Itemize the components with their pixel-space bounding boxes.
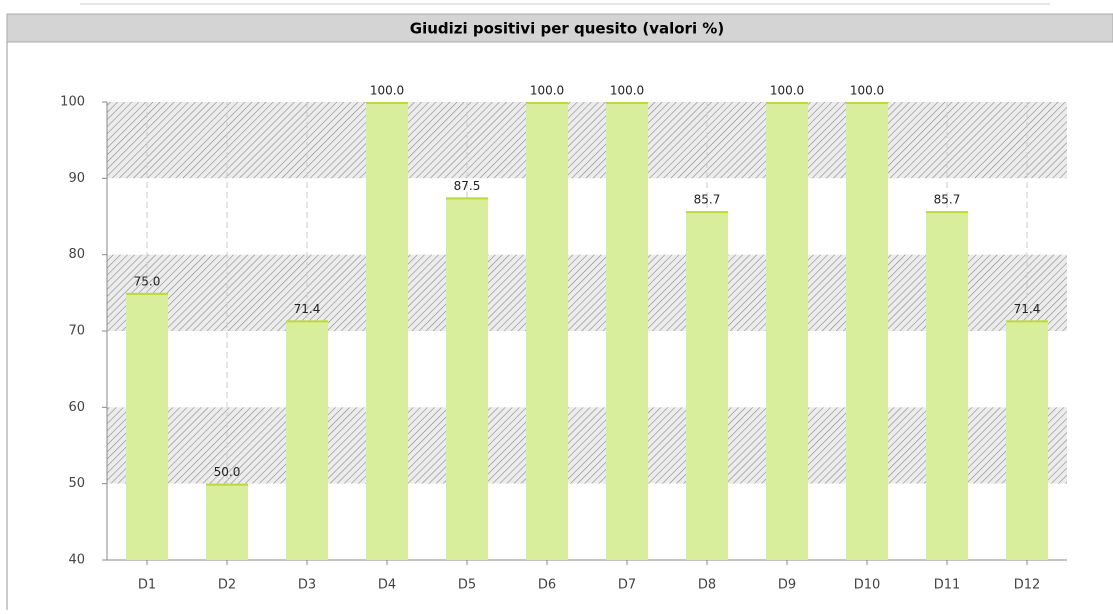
value-label: 87.5	[454, 179, 481, 193]
bar	[206, 483, 248, 560]
x-tick-label: D5	[458, 578, 476, 593]
header-bar	[6, 13, 1113, 43]
bands	[107, 102, 1067, 560]
value-label: 50.0	[214, 465, 241, 479]
x-tick-label: D9	[778, 578, 796, 593]
bar	[926, 211, 968, 560]
bar	[606, 102, 648, 560]
bar	[766, 102, 808, 560]
bar	[286, 320, 328, 560]
x-tick-label: D10	[854, 578, 881, 593]
value-label: 100.0	[610, 84, 644, 98]
bar	[366, 102, 408, 560]
plain-band	[107, 483, 1067, 560]
bar	[686, 211, 728, 560]
x-tick-label: D3	[298, 578, 316, 593]
x-tick-label: D4	[378, 578, 396, 593]
x-tick-label: D1	[138, 578, 156, 593]
value-label: 75.0	[134, 274, 161, 288]
value-label: 100.0	[530, 84, 564, 98]
value-label: 71.4	[294, 302, 321, 316]
value-label: 100.0	[850, 84, 884, 98]
y-tick-label: 80	[68, 247, 85, 262]
plain-band	[107, 178, 1067, 255]
bar	[846, 102, 888, 560]
y-tick-label: 90	[68, 171, 85, 186]
bar	[126, 292, 168, 560]
y-tick-label: 50	[68, 476, 85, 491]
x-tick-label: D8	[698, 578, 716, 593]
hatched-band	[107, 254, 1067, 331]
plain-band	[107, 331, 1067, 408]
value-label: 100.0	[770, 84, 804, 98]
y-tick-label: 70	[68, 324, 85, 339]
chart-title: Giudizi positivi per quesito (valori %)	[410, 20, 724, 38]
value-label: 85.7	[694, 193, 721, 207]
value-label: 71.4	[1014, 302, 1041, 316]
bar	[446, 197, 488, 560]
value-label: 85.7	[934, 193, 961, 207]
bar	[1006, 320, 1048, 560]
x-tick-label: D6	[538, 578, 556, 593]
x-tick-label: D11	[934, 578, 961, 593]
y-tick-label: 100	[60, 95, 85, 110]
value-label: 100.0	[370, 84, 404, 98]
hatched-band	[107, 102, 1067, 179]
y-tick-label: 60	[68, 400, 85, 415]
x-tick-label: D2	[218, 578, 236, 593]
y-tick-label: 40	[68, 553, 85, 568]
x-tick-label: D12	[1014, 578, 1041, 593]
hatched-band	[107, 407, 1067, 484]
bar	[526, 102, 568, 560]
x-tick-label: D7	[618, 578, 636, 593]
